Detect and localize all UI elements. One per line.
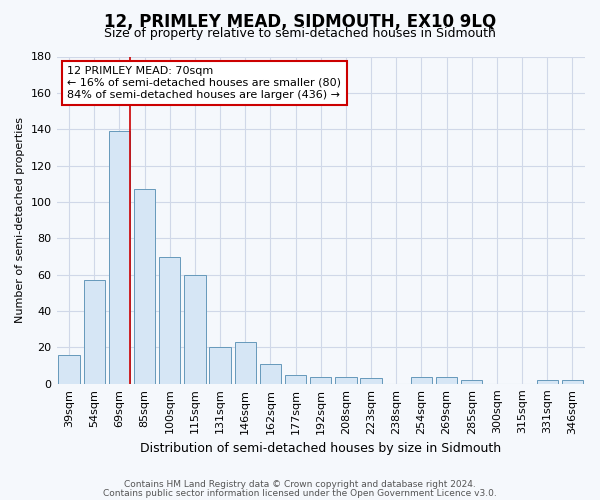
Text: Contains HM Land Registry data © Crown copyright and database right 2024.: Contains HM Land Registry data © Crown c…: [124, 480, 476, 489]
X-axis label: Distribution of semi-detached houses by size in Sidmouth: Distribution of semi-detached houses by …: [140, 442, 502, 455]
Bar: [411, 376, 432, 384]
Bar: [335, 376, 356, 384]
Text: 12, PRIMLEY MEAD, SIDMOUTH, EX10 9LQ: 12, PRIMLEY MEAD, SIDMOUTH, EX10 9LQ: [104, 12, 496, 30]
Bar: [260, 364, 281, 384]
Bar: [436, 376, 457, 384]
Bar: [159, 256, 181, 384]
Bar: [285, 374, 307, 384]
Bar: [310, 376, 331, 384]
Bar: [134, 189, 155, 384]
Bar: [536, 380, 558, 384]
Text: Contains public sector information licensed under the Open Government Licence v3: Contains public sector information licen…: [103, 488, 497, 498]
Bar: [209, 348, 231, 384]
Text: 12 PRIMLEY MEAD: 70sqm
← 16% of semi-detached houses are smaller (80)
84% of sem: 12 PRIMLEY MEAD: 70sqm ← 16% of semi-det…: [67, 66, 341, 100]
Bar: [562, 380, 583, 384]
Bar: [361, 378, 382, 384]
Text: Size of property relative to semi-detached houses in Sidmouth: Size of property relative to semi-detach…: [104, 28, 496, 40]
Y-axis label: Number of semi-detached properties: Number of semi-detached properties: [15, 117, 25, 323]
Bar: [58, 354, 80, 384]
Bar: [184, 274, 206, 384]
Bar: [235, 342, 256, 384]
Bar: [109, 131, 130, 384]
Bar: [461, 380, 482, 384]
Bar: [83, 280, 105, 384]
